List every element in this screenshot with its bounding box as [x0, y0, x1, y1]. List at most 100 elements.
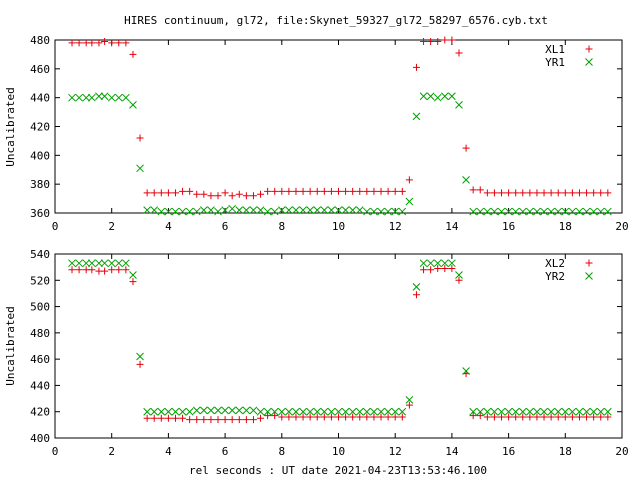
top-y-tick-label: 360	[30, 207, 50, 220]
top-yr1-point	[398, 207, 407, 216]
bottom-yr2-point	[292, 407, 300, 416]
bottom-xl2-point	[342, 413, 350, 421]
bottom-yr2-point	[582, 407, 591, 416]
top-xl1-point	[129, 50, 137, 58]
bottom-yr2-point	[95, 259, 103, 268]
top-yr1-point	[511, 207, 520, 216]
bottom-yr2-point	[511, 407, 520, 416]
top-yr1-point	[568, 207, 577, 216]
top-yr1-point	[95, 92, 103, 101]
bottom-xl2-point	[498, 413, 506, 421]
bottom-yr2-point	[412, 283, 421, 291]
top-x-tick-label: 6	[222, 220, 229, 233]
top-axes: 0 2 4 6 8 10 12 14 16 18 20 360 380 400 420 440 460 480	[30, 34, 629, 233]
top-xl1-point	[68, 39, 76, 47]
top-xl1-point	[228, 192, 236, 200]
bottom-plot-frame	[54, 253, 623, 439]
top-xl1-point	[554, 189, 562, 197]
top-yr1-point	[405, 197, 414, 206]
bottom-xl2-point	[505, 413, 513, 421]
bottom-yr2-point	[68, 259, 76, 268]
bottom-yr2-point	[362, 407, 371, 416]
bottom-legend-marker-xl2	[585, 259, 593, 267]
top-panel: Uncalibrated 0 2 4 6 8 10 12 14 16 18 20 360 380 400 4…	[4, 34, 629, 233]
bottom-yr2-point	[596, 407, 605, 416]
bottom-xl2-point	[88, 266, 96, 274]
top-xl1-point	[568, 189, 576, 197]
bottom-yr2-point	[143, 407, 151, 416]
bottom-yr2-point	[242, 406, 251, 415]
bottom-xl2-point	[235, 416, 243, 424]
top-xl1-point	[434, 37, 442, 45]
bottom-xl2-point	[228, 416, 236, 424]
bottom-xl2-point	[136, 360, 144, 368]
bottom-xl2-point	[271, 412, 279, 420]
bottom-xl2-point	[412, 291, 420, 299]
top-xl1-point	[412, 63, 420, 71]
top-xl1-point	[136, 134, 144, 142]
bottom-yr2-point	[299, 407, 307, 416]
top-yr1-point	[88, 93, 96, 102]
top-yr1-point	[455, 101, 463, 109]
top-yr1-point	[448, 92, 456, 101]
top-yr1-point	[497, 207, 506, 216]
bottom-yr2-point	[228, 406, 237, 415]
bottom-yr2-point	[504, 407, 513, 416]
top-yr1-point	[518, 207, 527, 216]
top-yr1-point	[178, 207, 187, 216]
top-yr1-point	[327, 206, 336, 214]
bottom-xl2-point	[207, 416, 215, 424]
top-xl1-point	[540, 189, 548, 197]
top-xl1-point	[420, 37, 428, 45]
top-xl1-point	[455, 49, 463, 57]
top-yr1-point	[129, 101, 137, 109]
bottom-xl2-point	[405, 401, 413, 409]
top-xl1-point	[398, 187, 406, 195]
bottom-yr2-point	[192, 406, 201, 415]
bottom-legend-marker-yr2	[585, 272, 593, 280]
top-x-tick-label: 8	[278, 220, 285, 233]
top-yr1-point	[554, 207, 563, 216]
bottom-xl2-point	[434, 264, 442, 272]
top-xl1-point	[349, 187, 357, 195]
bottom-xl2-point	[363, 413, 371, 421]
bottom-xl2-point	[384, 413, 392, 421]
top-yr1-point	[221, 206, 229, 214]
bottom-yr2-point	[157, 407, 166, 416]
top-yr1-point	[107, 93, 116, 102]
top-xl1-point	[597, 189, 605, 197]
top-xl1-point	[88, 39, 96, 47]
top-xl1-point	[75, 39, 83, 47]
top-xl1-point	[143, 189, 151, 197]
bottom-yr2-point	[185, 407, 194, 416]
top-xl1-point	[370, 187, 378, 195]
top-points	[68, 36, 612, 216]
top-xl1-point	[498, 189, 506, 197]
top-xl1-point	[214, 192, 222, 200]
bottom-xl2-point	[441, 264, 449, 272]
top-xl1-point	[95, 39, 103, 47]
bottom-xl2-point	[179, 414, 187, 422]
top-yr1-point	[412, 112, 421, 121]
bottom-yr2-point	[171, 407, 180, 416]
top-yr1-point	[114, 93, 123, 102]
top-yr1-point	[249, 206, 258, 214]
bottom-yr2-point	[221, 406, 229, 415]
top-legend-marker-yr1	[585, 58, 593, 66]
bottom-xl2-point	[257, 414, 265, 422]
bottom-xl2-point	[157, 414, 165, 422]
bottom-xl2-point	[370, 413, 378, 421]
top-xl1-point	[476, 186, 484, 194]
bottom-x-tick-label: 16	[502, 445, 515, 458]
bottom-yr2-point	[82, 259, 91, 268]
top-yr1-point	[214, 207, 222, 216]
bottom-yr2-point	[199, 406, 208, 415]
top-xl1-point	[164, 189, 172, 197]
top-xl1-point	[604, 189, 612, 197]
top-yr1-point	[228, 204, 237, 213]
top-yr1-point	[270, 207, 279, 216]
top-yr1-point	[306, 206, 315, 214]
bottom-x-tick-label: 6	[222, 445, 229, 458]
bottom-yr2-point	[341, 407, 350, 416]
